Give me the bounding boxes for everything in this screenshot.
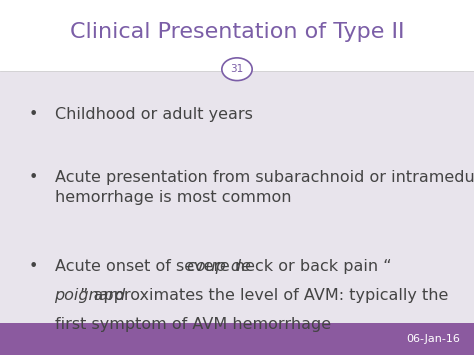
Text: first symptom of AVM hemorrhage: first symptom of AVM hemorrhage <box>55 317 331 332</box>
Text: 31: 31 <box>230 64 244 74</box>
Text: •: • <box>28 259 38 274</box>
Text: Acute presentation from subarachnoid or intramedullary
hemorrhage is most common: Acute presentation from subarachnoid or … <box>55 170 474 205</box>
Text: ” approximates the level of AVM: typically the: ” approximates the level of AVM: typical… <box>80 288 449 303</box>
Circle shape <box>222 58 252 81</box>
Text: poignard: poignard <box>55 288 126 303</box>
Text: Clinical Presentation of Type II: Clinical Presentation of Type II <box>70 22 404 42</box>
Text: •: • <box>28 106 38 121</box>
Text: Acute onset of severe neck or back pain “: Acute onset of severe neck or back pain … <box>55 259 391 274</box>
Text: Childhood or adult years: Childhood or adult years <box>55 106 252 121</box>
Text: 06-Jan-16: 06-Jan-16 <box>406 334 460 344</box>
Text: coup de: coup de <box>187 259 251 274</box>
FancyBboxPatch shape <box>0 0 474 71</box>
Text: •: • <box>28 170 38 185</box>
FancyBboxPatch shape <box>0 323 474 355</box>
